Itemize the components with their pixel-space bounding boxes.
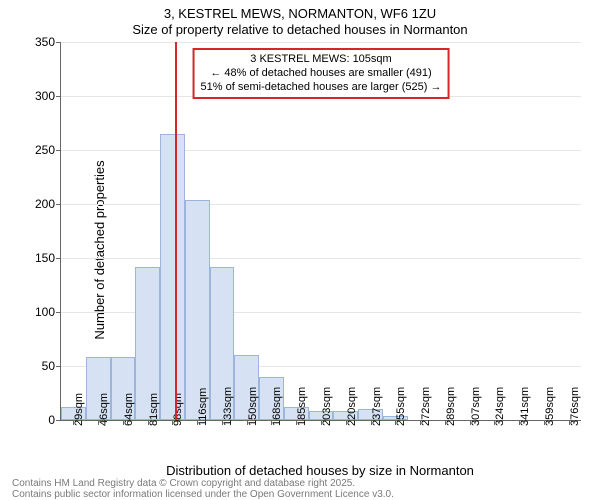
xtick-label: 133sqm [222, 387, 234, 426]
xtick-label: 150sqm [247, 387, 259, 426]
x-axis-label: Distribution of detached houses by size … [60, 463, 580, 478]
ytick-mark [56, 420, 61, 421]
ytick-label: 100 [35, 305, 55, 319]
xtick-label: 272sqm [420, 387, 432, 426]
ytick-mark [56, 258, 61, 259]
chart-container: 3, KESTREL MEWS, NORMANTON, WF6 1ZU Size… [0, 0, 600, 500]
xtick-label: 237sqm [371, 387, 383, 426]
xtick-label: 29sqm [73, 393, 85, 426]
ytick-mark [56, 150, 61, 151]
xtick-label: 46sqm [98, 393, 110, 426]
annotation-line1: 3 KESTREL MEWS: 105sqm [201, 53, 442, 67]
plot-area: 05010015020025030035029sqm46sqm64sqm81sq… [60, 42, 581, 421]
chart-title-description: Size of property relative to detached ho… [0, 22, 600, 37]
xtick-label: 255sqm [395, 387, 407, 426]
xtick-label: 376sqm [569, 387, 581, 426]
ytick-label: 200 [35, 197, 55, 211]
ytick-mark [56, 312, 61, 313]
gridline [61, 150, 581, 151]
xtick-label: 341sqm [519, 387, 531, 426]
xtick-label: 168sqm [271, 387, 283, 426]
ytick-mark [56, 42, 61, 43]
xtick-label: 81sqm [148, 393, 160, 426]
footer-line1: Contains HM Land Registry data © Crown c… [12, 478, 355, 489]
gridline [61, 258, 581, 259]
xtick-label: 359sqm [544, 387, 556, 426]
xtick-label: 203sqm [321, 387, 333, 426]
xtick-label: 116sqm [197, 388, 209, 426]
xtick-label: 324sqm [494, 387, 506, 426]
ytick-label: 300 [35, 89, 55, 103]
ytick-label: 350 [35, 35, 55, 49]
ytick-label: 150 [35, 251, 55, 265]
ytick-mark [56, 366, 61, 367]
xtick-label: 289sqm [445, 387, 457, 426]
ytick-mark [56, 96, 61, 97]
histogram-bar [160, 134, 185, 420]
annotation-box: 3 KESTREL MEWS: 105sqm ← 48% of detached… [193, 48, 450, 99]
ytick-label: 0 [48, 413, 55, 427]
annotation-line2: ← 48% of detached houses are smaller (49… [201, 67, 442, 81]
xtick-label: 220sqm [346, 387, 358, 426]
gridline [61, 204, 581, 205]
xtick-label: 185sqm [296, 387, 308, 426]
xtick-label: 307sqm [470, 387, 482, 426]
ytick-label: 50 [42, 359, 55, 373]
ytick-label: 250 [35, 143, 55, 157]
gridline [61, 42, 581, 43]
chart-title-address: 3, KESTREL MEWS, NORMANTON, WF6 1ZU [0, 6, 600, 21]
footer-line2: Contains public sector information licen… [12, 489, 394, 500]
annotation-line3: 51% of semi-detached houses are larger (… [201, 81, 442, 95]
xtick-label: 64sqm [123, 393, 135, 426]
ytick-mark [56, 204, 61, 205]
reference-line [175, 42, 177, 420]
